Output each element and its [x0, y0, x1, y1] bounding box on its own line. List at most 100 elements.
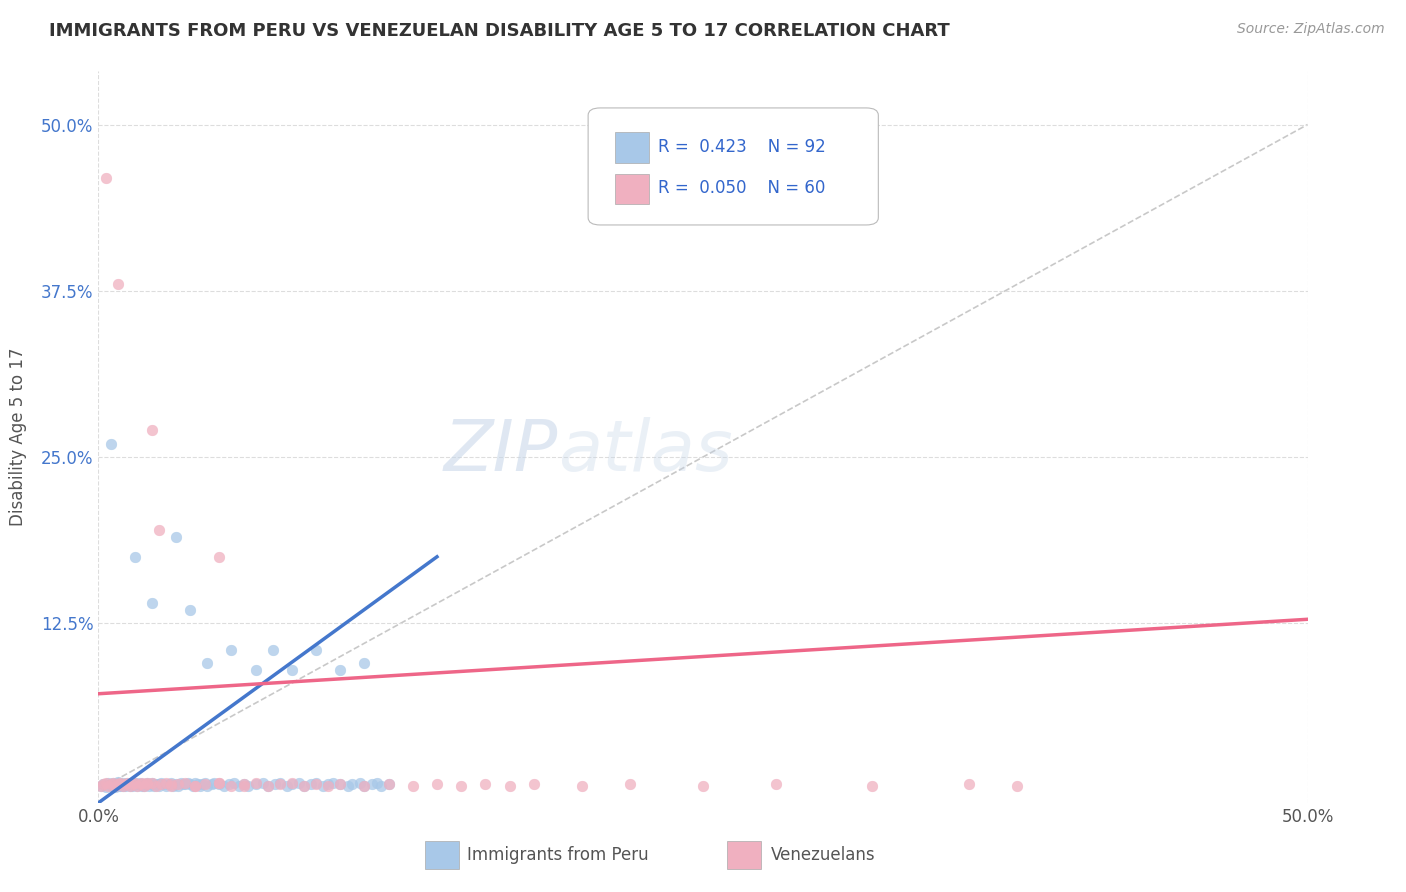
Point	[150, 777, 173, 791]
Point	[101, 776, 124, 790]
Point	[957, 777, 980, 791]
Point	[252, 776, 274, 790]
Point	[124, 776, 146, 790]
Point	[100, 777, 122, 791]
Point	[160, 776, 183, 790]
Point	[312, 779, 335, 793]
Point	[117, 777, 139, 791]
Point	[269, 777, 291, 791]
Point	[305, 777, 328, 791]
Text: IMMIGRANTS FROM PERU VS VENEZUELAN DISABILITY AGE 5 TO 17 CORRELATION CHART: IMMIGRANTS FROM PERU VS VENEZUELAN DISAB…	[49, 22, 950, 40]
Point	[181, 779, 204, 793]
Point	[114, 779, 136, 793]
Point	[131, 777, 153, 791]
Text: Immigrants from Peru: Immigrants from Peru	[467, 846, 648, 863]
Point	[155, 776, 177, 790]
Point	[127, 777, 149, 791]
Point	[194, 776, 217, 790]
Point	[212, 779, 235, 793]
Point	[160, 779, 183, 793]
Point	[498, 779, 520, 793]
Point	[135, 776, 157, 790]
Point	[353, 656, 375, 670]
Point	[100, 779, 122, 793]
Point	[111, 779, 134, 793]
Point	[329, 777, 352, 791]
FancyBboxPatch shape	[614, 174, 648, 204]
Point	[208, 776, 231, 790]
Point	[218, 777, 240, 791]
Point	[191, 777, 214, 791]
Point	[167, 777, 190, 791]
Point	[188, 779, 211, 793]
Point	[329, 663, 352, 677]
Point	[107, 277, 129, 292]
Point	[523, 777, 546, 791]
Text: Venezuelans: Venezuelans	[770, 846, 876, 863]
Point	[108, 777, 131, 791]
Point	[131, 779, 153, 793]
Point	[91, 777, 114, 791]
Point	[117, 776, 139, 790]
Point	[111, 779, 134, 793]
Point	[118, 779, 141, 793]
Point	[281, 777, 304, 791]
Point	[94, 776, 117, 790]
Point	[134, 779, 156, 793]
Point	[157, 777, 180, 791]
Point	[221, 779, 243, 793]
Point	[349, 776, 371, 790]
Point	[329, 777, 352, 791]
Point	[104, 780, 127, 794]
Point	[208, 777, 231, 791]
Point	[238, 779, 260, 793]
Point	[91, 777, 114, 791]
Point	[256, 779, 278, 793]
Point	[128, 776, 150, 790]
Point	[322, 776, 344, 790]
Point	[141, 424, 163, 438]
Point	[276, 779, 298, 793]
Point	[377, 777, 399, 791]
Point	[145, 779, 167, 793]
Point	[195, 779, 218, 793]
Point	[316, 777, 339, 791]
Point	[292, 779, 315, 793]
Point	[571, 779, 593, 793]
Point	[167, 779, 190, 793]
Point	[101, 779, 124, 793]
Point	[141, 596, 163, 610]
Point	[228, 779, 250, 793]
Point	[187, 777, 209, 791]
Point	[208, 776, 231, 790]
Point	[135, 777, 157, 791]
Point	[264, 777, 287, 791]
Point	[124, 777, 146, 791]
Text: atlas: atlas	[558, 417, 733, 486]
Point	[107, 777, 129, 791]
Point	[232, 777, 254, 791]
Point	[97, 779, 120, 793]
Point	[104, 777, 127, 791]
Point	[195, 656, 218, 670]
Point	[353, 779, 375, 793]
Point	[107, 779, 129, 793]
Point	[377, 777, 399, 791]
Point	[124, 776, 146, 790]
Point	[97, 776, 120, 790]
Point	[765, 777, 787, 791]
Point	[118, 779, 141, 793]
Point	[114, 777, 136, 791]
Point	[288, 776, 311, 790]
Point	[262, 643, 284, 657]
Point	[148, 777, 170, 791]
Point	[121, 779, 143, 793]
Point	[124, 549, 146, 564]
Point	[138, 779, 160, 793]
Point	[619, 777, 641, 791]
Point	[305, 776, 328, 790]
Point	[174, 776, 197, 790]
Point	[128, 777, 150, 791]
Point	[474, 777, 496, 791]
Point	[150, 776, 173, 790]
